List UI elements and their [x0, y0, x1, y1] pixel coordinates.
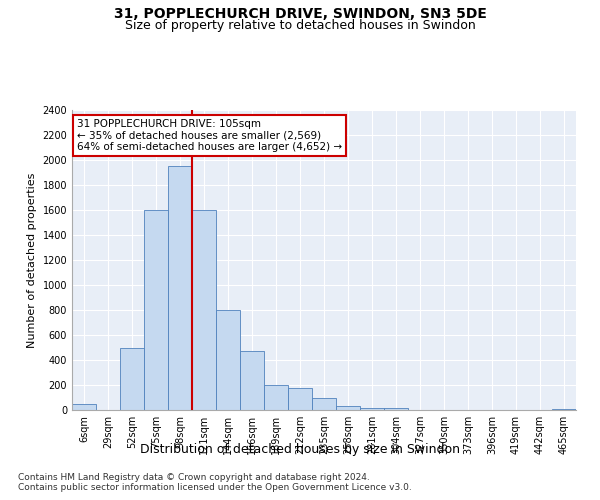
- Bar: [144, 210, 168, 410]
- Text: 31, POPPLECHURCH DRIVE, SWINDON, SN3 5DE: 31, POPPLECHURCH DRIVE, SWINDON, SN3 5DE: [113, 8, 487, 22]
- Bar: [168, 166, 192, 410]
- Bar: [240, 350, 264, 410]
- Text: Size of property relative to detached houses in Swindon: Size of property relative to detached ho…: [125, 19, 475, 32]
- Bar: [120, 348, 144, 410]
- Bar: [216, 310, 240, 410]
- Bar: [552, 409, 576, 410]
- Bar: [72, 404, 96, 410]
- Bar: [192, 210, 216, 410]
- Bar: [264, 385, 288, 410]
- Text: 31 POPPLECHURCH DRIVE: 105sqm
← 35% of detached houses are smaller (2,569)
64% o: 31 POPPLECHURCH DRIVE: 105sqm ← 35% of d…: [77, 119, 342, 152]
- Text: Contains HM Land Registry data © Crown copyright and database right 2024.: Contains HM Land Registry data © Crown c…: [18, 472, 370, 482]
- Bar: [288, 388, 312, 410]
- Bar: [336, 406, 360, 410]
- Bar: [384, 408, 408, 410]
- Text: Distribution of detached houses by size in Swindon: Distribution of detached houses by size …: [140, 442, 460, 456]
- Y-axis label: Number of detached properties: Number of detached properties: [27, 172, 37, 348]
- Text: Contains public sector information licensed under the Open Government Licence v3: Contains public sector information licen…: [18, 484, 412, 492]
- Bar: [312, 398, 336, 410]
- Bar: [360, 408, 384, 410]
